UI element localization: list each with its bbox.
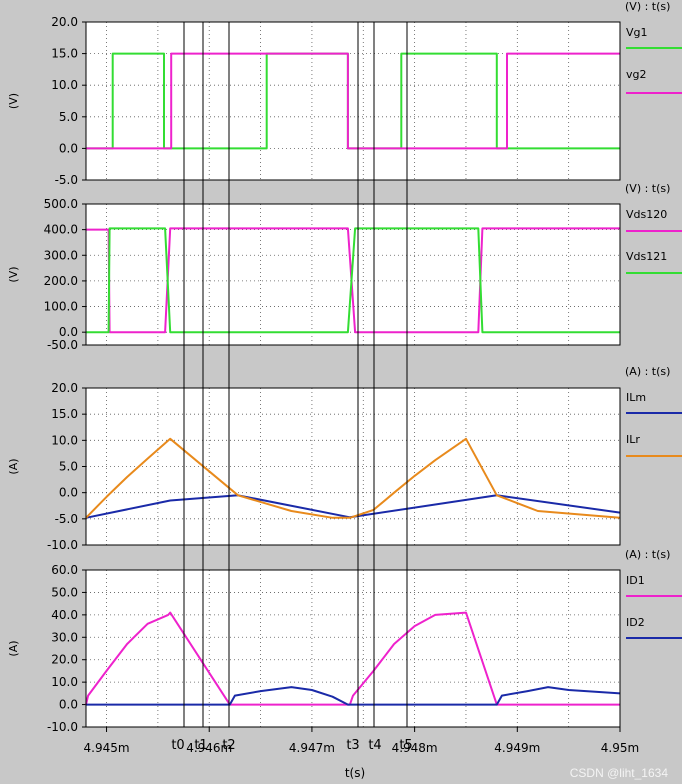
plot-frame [85, 569, 621, 728]
y-axis-label: (V) [7, 266, 20, 282]
legend-3: (A) : t(s) ILm ILr [625, 365, 682, 457]
y-axis-label: (A) [7, 458, 20, 474]
series-line-ilm [85, 494, 621, 519]
panel-3: 20.0 15.0 10.0 5.0 0.0 -5.0 -10.0 (A) [7, 381, 621, 552]
time-marker-label: t5 [399, 738, 412, 753]
y-tick-label: 15.0 [51, 407, 78, 421]
time-marker-label: t0 [171, 738, 184, 753]
legend-entry-vg1: Vg1 [626, 26, 648, 39]
legend-entry-id2: ID2 [626, 616, 645, 629]
series-line-vg2 [86, 52, 620, 150]
y-axis-label: (A) [7, 640, 20, 656]
time-marker-label: t4 [368, 738, 381, 753]
y-tick-label: 30.0 [51, 630, 78, 644]
legend-unit-label: (A) : t(s) [625, 365, 670, 378]
y-tick-label: 40.0 [51, 608, 78, 622]
legend-4: (A) : t(s) ID1 ID2 [625, 548, 682, 639]
legend-unit-label: (V) : t(s) [625, 0, 670, 13]
y-tick-label: 500.0 [44, 197, 78, 211]
y-tick-label: -5.0 [55, 173, 78, 187]
y-tick-label: 20.0 [51, 15, 78, 29]
time-marker-label: t1 [194, 738, 207, 753]
x-tick-label: 4.945m [84, 741, 130, 755]
x-tick-label: 4.95m [601, 741, 639, 755]
x-tick-label: 4.948m [392, 741, 438, 755]
plot-frame [85, 203, 621, 346]
legend-entry-vg2: vg2 [626, 68, 647, 81]
y-tick-label: 60.0 [51, 563, 78, 577]
time-marker-label: t2 [222, 738, 235, 753]
y-tick-label: 10.0 [51, 433, 78, 447]
y-tick-label: 10.0 [51, 78, 78, 92]
plot-frame [85, 387, 621, 546]
watermark: CSDN @liht_1634 [569, 766, 668, 780]
y-axis-label: (V) [7, 93, 20, 109]
y-tick-label: 0.0 [59, 698, 78, 712]
panel-4: 60.0 50.0 40.0 30.0 20.0 10.0 0.0 -10.0 (A) [7, 563, 621, 734]
y-tick-label: 300.0 [44, 248, 78, 262]
legend-entry-ilm: ILm [626, 391, 646, 404]
y-tick-label: 5.0 [59, 460, 78, 474]
y-tick-label: -10.0 [47, 720, 78, 734]
legend-unit-label: (V) : t(s) [625, 182, 670, 195]
y-tick-label: 100.0 [44, 300, 78, 314]
legend-1: (V) : t(s) Vg1 vg2 [625, 0, 682, 94]
series-line-id2 [86, 686, 621, 706]
x-axis-label: t(s) [345, 766, 365, 780]
panel-2: 500.0 400.0 300.0 200.0 100.0 0.0-50.0 (V) [7, 197, 621, 352]
y-tick-label: 0.0 [59, 486, 78, 500]
legend-2: (V) : t(s) Vds120 Vds121 [625, 182, 682, 274]
y-tick-label: 200.0 [44, 274, 78, 288]
legend-entry-vds120: Vds120 [626, 208, 667, 221]
y-tick-label: 20.0 [51, 653, 78, 667]
y-tick-label: -50.0 [47, 338, 78, 352]
panel-1: 20.0 15.0 10.0 5.0 0.0 -5.0 (V) [7, 15, 621, 187]
y-tick-label: 5.0 [59, 110, 78, 124]
x-tick-label: 4.949m [494, 741, 540, 755]
x-tick-label: 4.947m [289, 741, 335, 755]
legend-entry-ilr: ILr [626, 433, 640, 446]
legend-unit-label: (A) : t(s) [625, 548, 670, 561]
y-tick-label: 10.0 [51, 675, 78, 689]
plot-frame [85, 21, 621, 181]
time-marker-label: t3 [346, 738, 359, 753]
plot-area [86, 22, 620, 180]
y-tick-label: 15.0 [51, 47, 78, 61]
legend-entry-id1: ID1 [626, 574, 645, 587]
y-tick-label: 50.0 [51, 585, 78, 599]
plot-area [86, 570, 620, 727]
series-line-ilr [85, 437, 621, 519]
y-tick-label: -10.0 [47, 538, 78, 552]
series-line-vds121 [86, 227, 620, 334]
y-tick-label: 400.0 [44, 223, 78, 237]
x-tick-label: 4.946m [186, 741, 232, 755]
y-tick-label: 0.0 [59, 141, 78, 155]
y-tick-label: -5.0 [55, 512, 78, 526]
y-tick-label: 20.0 [51, 381, 78, 395]
y-tick-label: 0.0 [59, 325, 78, 339]
legend-entry-vds121: Vds121 [626, 250, 667, 263]
